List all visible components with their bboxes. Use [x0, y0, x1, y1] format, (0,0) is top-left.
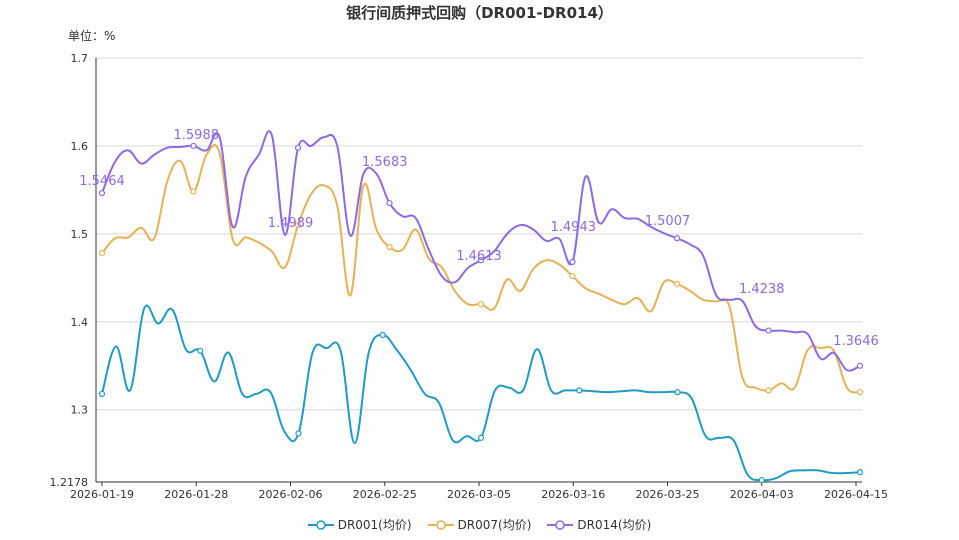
legend-item[interactable]: DR007(均价) — [427, 516, 532, 533]
series-marker — [477, 301, 485, 308]
series-marker — [386, 243, 393, 251]
series-marker — [190, 188, 197, 195]
data-label: 1.4238 — [739, 282, 785, 297]
series-marker — [98, 189, 106, 197]
y-tick-label: 1.3 — [71, 404, 89, 417]
x-tick-label: 2026-04-15 — [824, 488, 888, 501]
legend-item[interactable]: DR014(均价) — [547, 516, 651, 533]
x-tick-label: 2026-04-03 — [730, 488, 794, 501]
legend-label: DR001(均价) — [337, 518, 412, 532]
y-tick-label: 1.5 — [71, 228, 89, 241]
series-marker — [758, 476, 765, 484]
series-line-2 — [101, 144, 861, 394]
data-label: 1.4989 — [268, 216, 314, 231]
legend-line-icon — [547, 519, 574, 530]
series-marker — [379, 331, 386, 339]
series-marker — [856, 362, 864, 369]
data-label: 1.4943 — [551, 220, 597, 235]
legend-label: DR014(均价) — [577, 518, 652, 532]
legend-line-icon — [427, 519, 454, 530]
data-label: 1.5007 — [645, 214, 691, 229]
x-tick-label: 2026-01-28 — [164, 488, 228, 501]
series-marker — [98, 250, 106, 257]
series-marker — [98, 390, 106, 397]
series-marker — [765, 327, 772, 334]
data-label: 1.3646 — [833, 334, 879, 349]
series-marker — [190, 142, 197, 150]
data-label: 1.5464 — [79, 174, 125, 189]
legend-line-icon — [307, 519, 334, 530]
series-marker — [765, 387, 772, 394]
series-marker — [569, 272, 576, 280]
x-tick-label: 2026-02-06 — [259, 488, 323, 501]
series-marker — [386, 199, 393, 207]
series-marker — [294, 144, 302, 151]
y-tick-label: 1.4 — [71, 316, 89, 329]
series-marker — [576, 387, 583, 394]
series-marker — [674, 389, 681, 396]
x-tick-label: 2026-03-05 — [447, 488, 511, 501]
x-tick-label: 2026-03-16 — [541, 488, 605, 501]
series-marker — [673, 235, 681, 242]
y-tick-label: 1.6 — [71, 140, 89, 153]
unit-label: 单位：% — [68, 29, 116, 43]
series-line-3 — [101, 130, 861, 372]
series-marker — [294, 221, 302, 229]
x-tick-label: 2026-01-19 — [70, 488, 134, 501]
y-tick-label: 1.2178 — [50, 476, 89, 489]
legend-label: DR007(均价) — [457, 518, 532, 532]
series-marker — [197, 347, 204, 354]
series-marker — [569, 258, 576, 266]
legend: DR001(均价) DR007(均价) DR014(均价) — [0, 516, 959, 533]
chart-title: 银行间质押式回购（DR001-DR014） — [346, 4, 613, 22]
series-line-1 — [101, 304, 861, 482]
series-marker — [856, 469, 864, 476]
data-label: 1.4613 — [456, 249, 502, 264]
x-tick-label: 2026-03-25 — [636, 488, 700, 501]
series-marker — [856, 389, 864, 396]
series-marker — [295, 430, 302, 437]
series-marker — [477, 257, 485, 264]
y-tick-label: 1.7 — [71, 52, 89, 65]
series-marker — [477, 434, 485, 441]
data-label: 1.5988 — [174, 128, 220, 143]
data-label: 1.5683 — [362, 155, 408, 170]
x-tick-label: 2026-02-25 — [353, 488, 417, 501]
series-marker — [673, 280, 681, 288]
legend-item[interactable]: DR001(均价) — [307, 516, 412, 533]
